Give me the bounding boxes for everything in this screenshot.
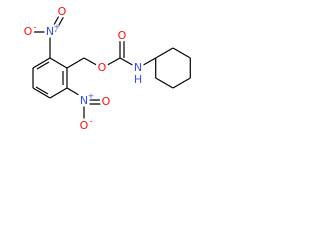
bond xyxy=(101,57,121,69)
bond xyxy=(83,57,103,69)
bond xyxy=(155,47,174,59)
atom-label: O xyxy=(58,5,67,18)
atom-labels: O N + O - N + O - O O O N H xyxy=(21,3,144,135)
bond xyxy=(172,77,191,89)
bond xyxy=(66,87,85,99)
atom-charge: - xyxy=(34,23,37,32)
bond xyxy=(172,47,191,59)
bond xyxy=(32,87,51,99)
bond xyxy=(119,57,139,69)
atom-label: N xyxy=(46,25,54,38)
atom-charge: - xyxy=(90,117,93,126)
atom-label: O xyxy=(118,29,127,42)
atom-label: N xyxy=(134,61,142,74)
atom-charge: + xyxy=(54,23,61,32)
bond xyxy=(49,87,68,99)
double-bond xyxy=(53,15,65,35)
atom-label: N xyxy=(80,94,88,107)
atom-label: O xyxy=(80,119,89,132)
bond xyxy=(137,57,156,69)
bonds xyxy=(30,13,191,124)
atom-hydrogen: H xyxy=(134,73,142,86)
bond xyxy=(32,57,51,69)
bond xyxy=(66,57,85,69)
atom-label: O xyxy=(98,61,107,74)
molecule-diagram: O N + O - N + O - O O O N H xyxy=(21,3,191,135)
double-bond xyxy=(36,61,50,70)
bond xyxy=(155,77,174,89)
atom-label: O xyxy=(102,95,111,108)
bond xyxy=(49,57,68,69)
atom-charge: + xyxy=(88,92,95,101)
atom-label: O xyxy=(24,25,33,38)
bond xyxy=(49,13,61,33)
double-bond xyxy=(35,86,49,95)
